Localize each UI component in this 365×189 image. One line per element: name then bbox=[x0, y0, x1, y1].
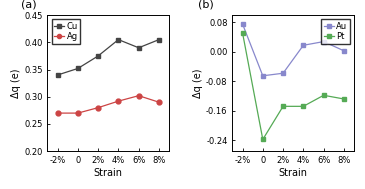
Pt bbox=[322, 94, 326, 96]
Y-axis label: Δq (e): Δq (e) bbox=[11, 68, 21, 98]
Au bbox=[281, 72, 285, 74]
Cu bbox=[96, 55, 100, 57]
Cu bbox=[76, 67, 80, 70]
X-axis label: Strain: Strain bbox=[279, 168, 308, 178]
Legend: Cu, Ag: Cu, Ag bbox=[51, 19, 80, 43]
Y-axis label: Δq (e): Δq (e) bbox=[193, 68, 203, 98]
Line: Ag: Ag bbox=[55, 93, 161, 115]
Line: Pt: Pt bbox=[240, 30, 346, 142]
Legend: Au, Pt: Au, Pt bbox=[321, 19, 350, 43]
Pt bbox=[261, 138, 265, 141]
Ag bbox=[137, 94, 141, 97]
Pt bbox=[281, 105, 285, 108]
Ag bbox=[55, 112, 60, 114]
Au bbox=[301, 44, 306, 46]
Text: (a): (a) bbox=[21, 0, 36, 10]
Cu bbox=[157, 39, 161, 41]
Pt bbox=[342, 98, 346, 100]
Pt bbox=[240, 32, 245, 34]
Ag bbox=[116, 100, 120, 102]
Pt bbox=[301, 105, 306, 108]
Ag bbox=[157, 101, 161, 103]
Line: Cu: Cu bbox=[55, 37, 161, 77]
Cu bbox=[137, 47, 141, 49]
Line: Au: Au bbox=[240, 22, 346, 78]
Au bbox=[322, 40, 326, 43]
Au bbox=[342, 50, 346, 52]
Cu bbox=[55, 74, 60, 76]
X-axis label: Strain: Strain bbox=[94, 168, 123, 178]
Text: (b): (b) bbox=[198, 0, 214, 10]
Au bbox=[240, 23, 245, 25]
Ag bbox=[96, 107, 100, 109]
Cu bbox=[116, 39, 120, 41]
Ag bbox=[76, 112, 80, 114]
Au bbox=[261, 75, 265, 77]
